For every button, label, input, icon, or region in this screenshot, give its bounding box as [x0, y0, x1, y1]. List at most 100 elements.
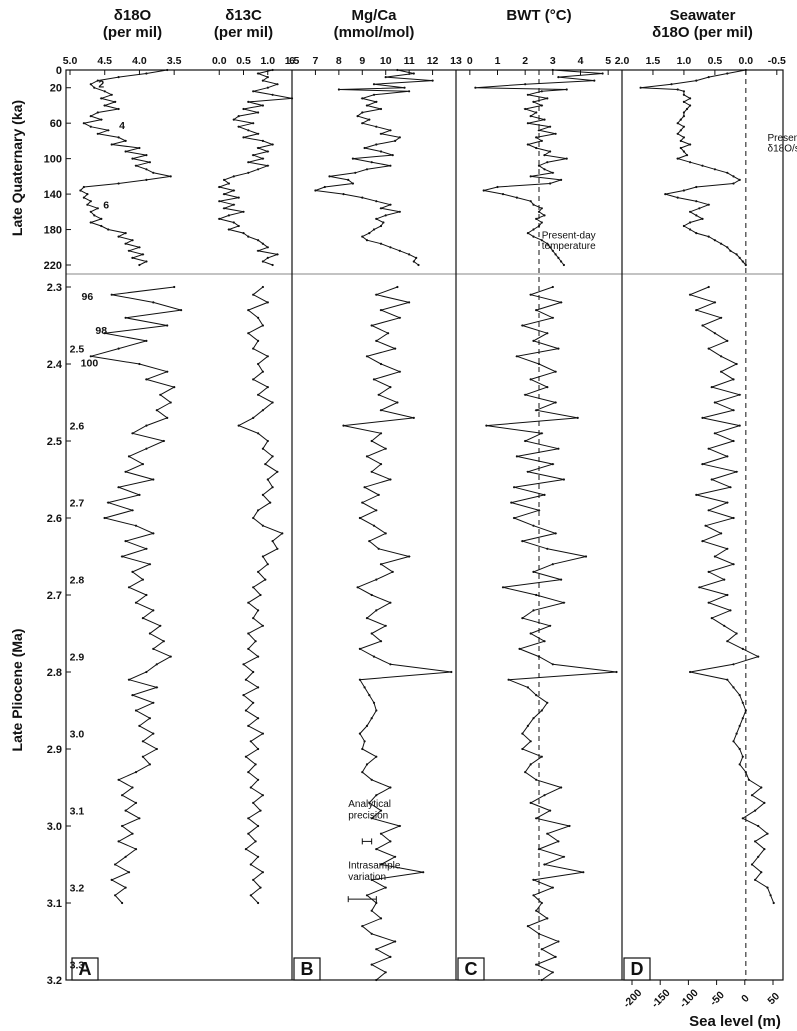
data-point-c [537, 509, 541, 512]
data-point-d [754, 878, 757, 882]
data-point-b [417, 263, 420, 267]
data-point-a2 [257, 717, 260, 720]
data-point-a [138, 817, 141, 820]
data-point-d [744, 263, 747, 267]
data-point-d [760, 786, 763, 789]
data-point-a2 [276, 83, 279, 86]
data-point-d [738, 178, 741, 181]
data-point-a [100, 217, 103, 220]
data-point-d [738, 256, 741, 259]
data-point-d [754, 809, 757, 812]
data-point-c [535, 909, 538, 912]
data-point-a2 [264, 578, 267, 581]
y-tick-bottom-label: 2.7 [47, 590, 62, 602]
data-point-c [546, 161, 549, 164]
data-point-b [361, 97, 364, 100]
data-point-b [384, 447, 387, 450]
data-point-b [379, 463, 383, 466]
data-point-d [750, 794, 754, 797]
data-point-d [738, 424, 741, 427]
data-point-a2 [261, 324, 264, 327]
data-point-a2 [257, 362, 260, 366]
data-point-a2 [232, 118, 235, 121]
stage-label: 98 [95, 325, 107, 337]
data-point-c [540, 104, 543, 107]
data-point-a2 [247, 771, 250, 774]
data-point-a [145, 670, 148, 674]
data-point-d [754, 840, 757, 843]
data-point-c [535, 309, 538, 312]
data-point-b [363, 146, 366, 150]
data-point-d [738, 724, 741, 728]
data-point-a [131, 786, 134, 789]
data-point-d [732, 378, 735, 381]
annotation-text: variation [348, 872, 386, 883]
data-point-a2 [261, 104, 264, 107]
data-point-d [732, 663, 735, 666]
data-point-c [562, 478, 566, 481]
data-point-c [501, 193, 505, 196]
data-point-c [524, 393, 527, 396]
data-point-a2 [244, 848, 247, 851]
data-point-a2 [237, 196, 240, 199]
data-point-a [138, 362, 141, 366]
data-point-d [695, 493, 698, 496]
data-point-a2 [242, 210, 245, 213]
data-point-a2 [249, 863, 252, 866]
data-point-a2 [264, 463, 267, 466]
y-tick-bottom-label: 3.1 [47, 898, 62, 910]
y-axis-label-pliocene: Late Pliocene (Ma) [9, 629, 25, 752]
data-point-b [379, 832, 383, 835]
data-point-d [676, 132, 679, 135]
data-point-a [107, 129, 110, 132]
data-point-a [141, 740, 144, 743]
data-point-b [314, 189, 317, 192]
data-point-c [549, 182, 552, 185]
data-point-a [141, 617, 144, 620]
data-point-d [726, 246, 729, 249]
data-point-a2 [266, 86, 269, 89]
data-point-b [370, 470, 373, 473]
data-point-a [148, 161, 151, 164]
data-point-a [131, 570, 134, 574]
x-tick-label-d: 0.5 [708, 55, 723, 67]
data-point-d [707, 235, 710, 238]
data-point-a [152, 301, 155, 304]
data-point-b [368, 232, 371, 235]
data-point-b [396, 285, 399, 289]
data-point-a2 [257, 901, 260, 905]
data-point-c [515, 196, 519, 199]
data-point-a [127, 586, 131, 589]
series-line-d-quaternary [640, 69, 747, 266]
data-point-a [117, 107, 120, 111]
data-point-d [707, 601, 710, 604]
data-point-b [354, 171, 357, 174]
data-point-a2 [237, 125, 240, 128]
data-point-b [351, 157, 354, 160]
data-point-c [524, 771, 527, 774]
y-tick-bottom-label: 2.5 [47, 436, 62, 448]
data-point-a2 [271, 486, 274, 489]
data-point-a [96, 111, 99, 114]
data-point-c [560, 178, 563, 181]
data-point-b [365, 104, 369, 107]
data-point-a [145, 168, 148, 171]
stage-label: 2.6 [70, 421, 85, 433]
data-point-c [524, 83, 527, 86]
stage-label: 2 [98, 78, 104, 90]
data-point-a2 [257, 509, 260, 512]
data-point-c [532, 339, 535, 342]
data-point-a2 [252, 878, 255, 882]
panel-title-a: (per mil) [103, 24, 162, 41]
data-point-a2 [252, 801, 255, 805]
data-point-d [698, 586, 701, 589]
series-line-a2-quaternary [217, 69, 293, 266]
data-point-a2 [276, 253, 279, 256]
data-point-a [103, 90, 106, 93]
data-point-b [377, 547, 380, 550]
data-point-b [389, 129, 392, 132]
data-point-b [370, 909, 373, 912]
data-point-d [685, 154, 689, 157]
data-point-b [370, 324, 373, 327]
